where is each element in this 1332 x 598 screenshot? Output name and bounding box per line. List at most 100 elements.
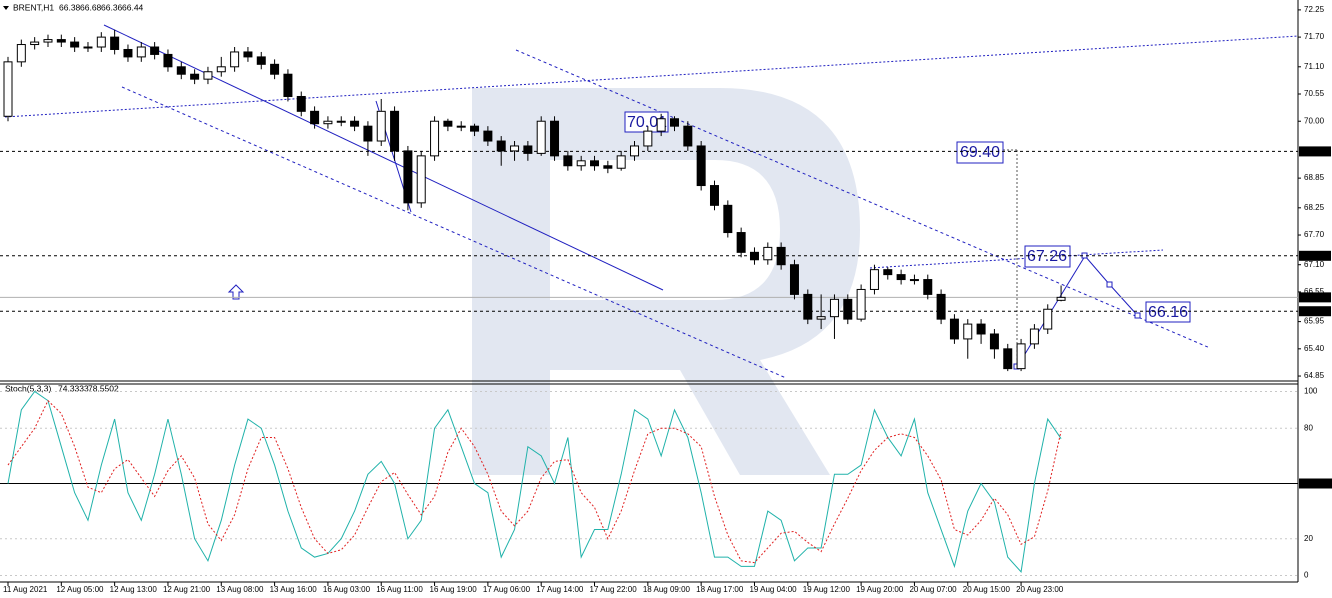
annotation-box <box>1145 301 1191 323</box>
annotation-box <box>956 141 1004 164</box>
candle-body <box>16 44 26 63</box>
level-label-box <box>1299 478 1332 489</box>
candle-body <box>683 125 693 147</box>
y-tick-label: 68.25 <box>1304 203 1325 212</box>
candle-body <box>96 36 106 48</box>
y-tick-label: 65.95 <box>1304 317 1325 326</box>
x-tick-label: 19 Aug 20:00 <box>856 585 904 594</box>
candle-body <box>656 118 666 132</box>
header-icon <box>3 6 9 10</box>
x-tick-label: 17 Aug 22:00 <box>590 585 638 594</box>
candle-body <box>883 269 893 276</box>
candle-body <box>150 46 160 55</box>
candle-body <box>323 120 333 125</box>
candle-body <box>336 120 346 123</box>
candle-body <box>163 53 173 68</box>
x-tick-label: 19 Aug 04:00 <box>749 585 797 594</box>
x-tick-label: 16 Aug 19:00 <box>430 585 478 594</box>
candle-body <box>616 155 626 169</box>
x-tick-label: 12 Aug 21:00 <box>163 585 211 594</box>
level-label: 69.39 <box>1303 147 1324 156</box>
y-tick-label: 64.85 <box>1304 371 1325 380</box>
candle-body <box>909 279 919 282</box>
candle-body <box>763 246 773 261</box>
x-tick-label: 20 Aug 23:00 <box>1016 585 1064 594</box>
candle-body <box>350 120 360 127</box>
candle-body <box>963 323 973 340</box>
x-tick-label: 20 Aug 15:00 <box>963 585 1011 594</box>
y-tick-label: 65.40 <box>1304 344 1325 353</box>
y-tick-label: 67.70 <box>1304 230 1325 239</box>
annotation: 69.40 <box>960 144 1000 161</box>
candle-body <box>3 61 13 117</box>
candle-body <box>243 51 253 58</box>
candle-body <box>136 46 146 58</box>
candle-body <box>709 185 719 206</box>
y-tick-label: 100 <box>1304 387 1318 396</box>
symbol: BRENT,H1 <box>13 2 54 12</box>
y-tick-label: 80 <box>1304 423 1313 432</box>
candle-body <box>510 145 520 152</box>
annotation-box <box>1024 245 1071 268</box>
annotation: 67.26 <box>1027 248 1067 265</box>
level-label: 66.16 <box>1303 306 1324 315</box>
channel-line <box>121 86 787 379</box>
candle-body <box>949 318 959 340</box>
candle-body <box>1029 328 1039 345</box>
y-tick-label: 72.25 <box>1304 5 1325 14</box>
candle-body <box>789 264 799 295</box>
candle-body <box>829 298 839 318</box>
x-tick-label: 18 Aug 17:00 <box>696 585 744 594</box>
candle-body <box>630 145 640 157</box>
candle-body <box>696 145 706 187</box>
wave-point <box>1134 312 1141 319</box>
candle-body <box>976 323 986 335</box>
arrow-icon <box>227 284 245 300</box>
candle-body <box>1056 296 1066 301</box>
candle-body <box>216 66 226 73</box>
candle-body <box>483 130 493 142</box>
annotation: 66.16 <box>1148 304 1188 321</box>
candle-body <box>43 39 53 43</box>
candle-body <box>723 204 733 234</box>
candle-body <box>190 73 200 80</box>
candle-body <box>296 95 306 112</box>
candle-body <box>550 120 560 157</box>
x-tick-label: 13 Aug 16:00 <box>270 585 318 594</box>
candle-body <box>869 269 879 290</box>
candle-body <box>390 110 400 152</box>
candle-body <box>110 36 120 50</box>
candle-body <box>203 71 213 80</box>
last-price-label: 66.44 <box>1303 292 1324 301</box>
channel-line <box>869 249 1164 269</box>
x-tick-label: 19 Aug 12:00 <box>803 585 851 594</box>
candle-body <box>1043 308 1053 330</box>
candle-body <box>443 120 453 127</box>
stoch-line <box>7 390 1062 573</box>
candle-body <box>123 48 133 58</box>
candle-body <box>856 288 866 320</box>
y-tick-label: 20 <box>1304 534 1313 543</box>
x-tick-label: 12 Aug 05:00 <box>56 585 104 594</box>
candle-body <box>843 298 853 320</box>
x-tick-label: 17 Aug 06:00 <box>483 585 531 594</box>
candle-body <box>310 110 320 125</box>
level-label-box <box>1299 306 1331 317</box>
x-tick-label: 13 Aug 08:00 <box>216 585 264 594</box>
y-tick-label: 71.70 <box>1304 32 1325 41</box>
ohlc-value: 66.36 <box>101 2 123 12</box>
candle-body <box>496 140 506 152</box>
last-price-box <box>1299 292 1331 303</box>
candle-body <box>56 39 66 43</box>
candle-body <box>816 316 826 320</box>
candle-body <box>670 118 679 127</box>
candle-body <box>536 120 546 154</box>
candle-body <box>603 165 613 169</box>
x-tick-label: 16 Aug 03:00 <box>323 585 371 594</box>
candle-body <box>749 251 759 261</box>
candle-body <box>576 160 586 167</box>
indicator-value: 74.3333 <box>58 383 89 393</box>
candle-body <box>230 51 240 68</box>
candle-body <box>643 130 653 147</box>
